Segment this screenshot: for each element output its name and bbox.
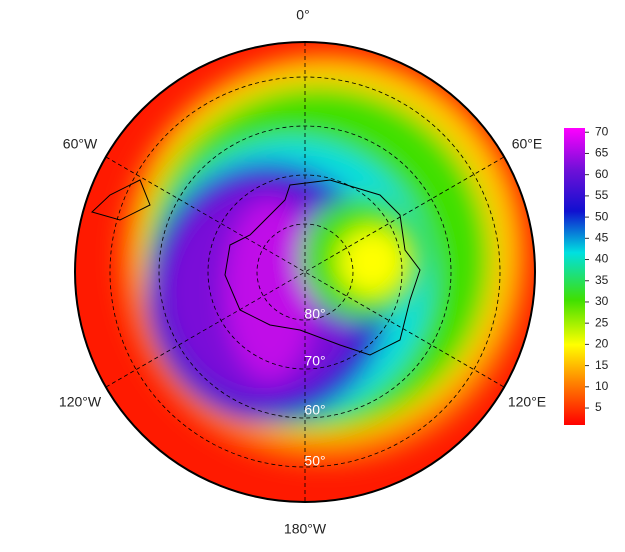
ozone-field <box>75 42 535 502</box>
longitude-label: 0° <box>296 7 309 23</box>
colorbar: 5 10 15 20 25 30 35 40 45 50 55 60 65 70 <box>564 124 609 425</box>
colorbar-tick-label: 10 <box>595 379 609 393</box>
colorbar-tick-label: 45 <box>595 230 609 244</box>
longitude-label: 60°E <box>512 136 543 152</box>
graticule <box>105 42 505 502</box>
colorbar-tick-label: 55 <box>595 188 609 202</box>
longitude-label: 180°W <box>284 521 327 537</box>
colorbar-tick-label: 50 <box>595 209 609 223</box>
map-border <box>74 41 536 503</box>
longitude-labels: 0° 60°E 120°E 180°W 120°W 60°W <box>59 7 546 537</box>
colorbar-tick-label: 5 <box>595 400 602 414</box>
colorbar-tick-label: 20 <box>595 337 609 351</box>
colorbar-tick-label: 25 <box>595 315 609 329</box>
longitude-label: 120°E <box>508 394 546 410</box>
coastline <box>91 179 421 356</box>
colorbar-tick-label: 30 <box>595 294 609 308</box>
longitude-label: 120°W <box>59 394 102 410</box>
colorbar-scale <box>564 128 585 425</box>
latitude-label: 70° <box>304 353 325 369</box>
longitude-label: 60°W <box>63 136 98 152</box>
latitude-label: 60° <box>304 402 325 418</box>
colorbar-tick-label: 70 <box>595 124 609 138</box>
colorbar-tick-label: 40 <box>595 252 609 266</box>
latitude-labels: 80° 70° 60° 50° <box>304 306 325 469</box>
colorbar-tick-label: 35 <box>595 273 609 287</box>
latitude-label: 50° <box>304 453 325 469</box>
latitude-label: 80° <box>304 306 325 322</box>
colorbar-tick-label: 65 <box>595 146 609 160</box>
colorbar-tick-label: 15 <box>595 358 609 372</box>
colorbar-tick-label: 60 <box>595 167 609 181</box>
